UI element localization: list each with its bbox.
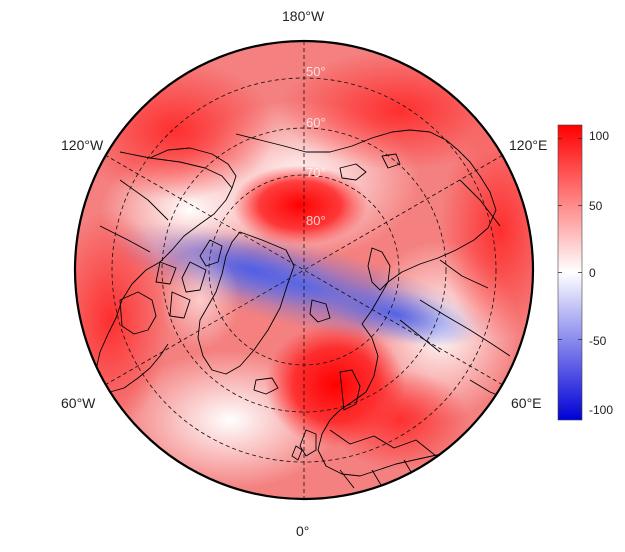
british-isles (291, 429, 317, 461)
lon-label-60w: 60°W (61, 395, 96, 411)
iceland (253, 377, 279, 395)
north-america-coast (95, 151, 233, 393)
lat-label-70: 70° (306, 165, 326, 180)
coastlines (95, 129, 511, 491)
lon-label-60e: 60°E (511, 395, 542, 411)
lon-label-0: 0° (296, 523, 310, 539)
novaya-zemlya (367, 247, 391, 291)
siberian-islands (339, 153, 401, 181)
graticule (104, 41, 504, 499)
colorbar (557, 124, 583, 421)
svalbard (309, 299, 331, 323)
colorbar-tick-0: 0 (589, 266, 596, 280)
lat-label-50: 50° (306, 64, 326, 79)
lat-labels: 50° 60° 70° 80° (306, 64, 326, 228)
scandinavia-coast (317, 323, 471, 477)
lat-label-80: 80° (306, 213, 326, 228)
canadian-archipelago (155, 239, 223, 319)
lon-label-180w: 180°W (282, 8, 325, 24)
eurasia-north-coast (361, 209, 497, 325)
greenland-coast (197, 231, 295, 375)
siberia-coast (235, 129, 497, 211)
europe-borders (329, 429, 451, 491)
asia-borders (399, 179, 511, 401)
colorbar-tick-minus100: -100 (589, 403, 614, 417)
alaska-coast (149, 147, 237, 189)
map-boundary (73, 39, 535, 501)
colorbar-tick-50: 50 (589, 199, 603, 213)
lon-label-120w: 120°W (61, 137, 104, 153)
lat-label-60: 60° (306, 115, 326, 130)
colorbar-tick-minus50: -50 (589, 334, 607, 348)
colorbar-tick-100: 100 (589, 129, 610, 143)
colorbar-ticks (558, 138, 582, 407)
finland-baltic (339, 369, 361, 411)
canada-borders (99, 179, 169, 253)
lon-label-120e: 120°E (509, 137, 548, 153)
hudson-bay (119, 291, 157, 335)
